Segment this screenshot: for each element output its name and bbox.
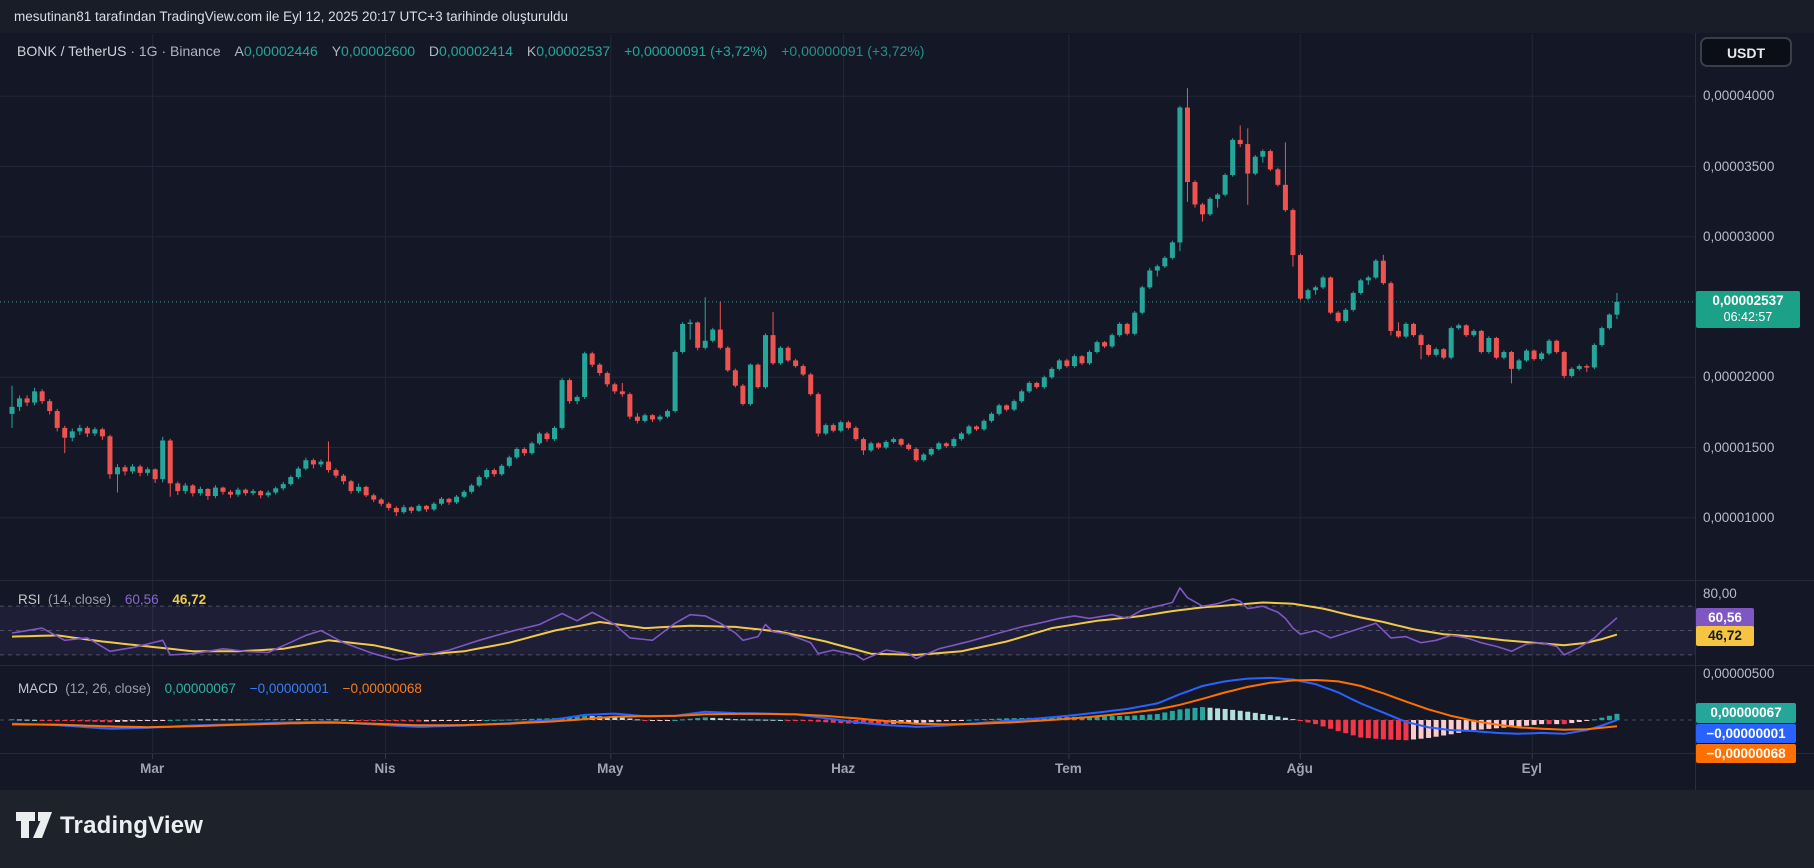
time-axis-border	[0, 753, 1814, 754]
time-axis-label: Nis	[374, 761, 396, 776]
time-axis-label: Mar	[140, 761, 165, 776]
close-label: K	[526, 43, 537, 59]
close-value: 0,00002537	[536, 43, 611, 59]
rsi-legend: RSI (14, close) 60,56 46,72	[18, 592, 206, 607]
macd-label[interactable]: MACD	[18, 681, 58, 696]
price-axis-label: 0,00004000	[1703, 88, 1775, 104]
open-label: A	[234, 43, 244, 59]
pane-separator-rsi[interactable]	[0, 580, 1814, 581]
low-value: 0,00002414	[439, 43, 513, 59]
rsi-value-badge: 60,56	[1696, 607, 1754, 628]
price-axis-border	[1695, 33, 1696, 790]
chart-canvas[interactable]	[0, 33, 1814, 790]
price-axis-label: 0,00001000	[1703, 509, 1775, 525]
pane-separator-macd[interactable]	[0, 665, 1814, 666]
macd-signal-badge: −0,00000068	[1696, 744, 1796, 763]
price-axis-label: 0,00003000	[1703, 228, 1775, 244]
high-value: 0,00002600	[341, 43, 416, 59]
macd-signal-value: −0,00000068	[342, 681, 422, 696]
time-axis-label: Ağu	[1286, 761, 1313, 776]
macd-line-badge: −0,00000001	[1696, 724, 1796, 743]
rsi-axis-label: 80,00	[1703, 586, 1737, 601]
footer-bar: TradingView	[0, 790, 1814, 868]
currency-toggle-button[interactable]: USDT	[1700, 37, 1792, 67]
macd-hist-badge: 0,00000067	[1696, 703, 1796, 723]
time-axis-label: Eyl	[1521, 761, 1542, 776]
symbol-interval-exchange[interactable]: · 1G · Binance	[130, 43, 221, 59]
macd-line-value: −0,00000001	[249, 681, 329, 696]
macd-signal-line	[12, 679, 1618, 731]
time-axis-label: Haz	[831, 761, 856, 776]
price-axis-label: 0,00003500	[1703, 158, 1775, 174]
rsi-line	[11, 587, 1618, 661]
attribution-text: mesutinan81 tarafından TradingView.com i…	[14, 9, 568, 24]
time-axis-label: May	[597, 761, 624, 776]
rsi-params: (14, close)	[48, 592, 112, 607]
rsi-label[interactable]: RSI	[18, 592, 41, 607]
tradingview-brand-text[interactable]: TradingView	[60, 812, 204, 839]
change-value: +0,00000091 (+3,72%)	[624, 43, 768, 59]
macd-params: (12, 26, close)	[65, 681, 151, 696]
macd-axis-label: 0,00000500	[1703, 666, 1775, 681]
rsi-ma-value: 46,72	[172, 592, 207, 607]
attribution-bar: mesutinan81 tarafından TradingView.com i…	[0, 0, 1814, 33]
high-label: Y	[331, 43, 342, 59]
symbol-legend: BONK / TetherUS · 1G · Binance A0,000024…	[17, 43, 924, 63]
low-label: D	[428, 43, 440, 59]
rsi-value: 60,56	[124, 592, 159, 607]
rsi-ma-value-badge: 46,72	[1696, 625, 1754, 646]
bar-countdown: 06:42:57	[1723, 310, 1773, 324]
tradingview-logo-icon[interactable]	[16, 812, 54, 842]
candles-layer	[9, 88, 1620, 517]
rsi-ma-line	[11, 601, 1618, 656]
price-axis-label: 0,00002000	[1703, 369, 1775, 385]
time-axis-label: Tem	[1055, 761, 1082, 776]
open-value: 0,00002446	[243, 43, 318, 59]
macd-hist-value: 0,00000067	[164, 681, 236, 696]
chart-area[interactable]: BONK / TetherUS · 1G · Binance A0,000024…	[0, 33, 1814, 790]
macd-legend: MACD (12, 26, close) 0,00000067 −0,00000…	[18, 681, 422, 696]
change-extended-value: +0,00000091 (+3,72%)	[781, 43, 925, 59]
price-axis-label: 0,00001500	[1703, 439, 1775, 455]
last-price-badge: 0,00002537 06:42:57	[1696, 291, 1800, 328]
last-price-value: 0,00002537	[1712, 293, 1784, 308]
symbol-title[interactable]: BONK / TetherUS	[17, 43, 127, 59]
